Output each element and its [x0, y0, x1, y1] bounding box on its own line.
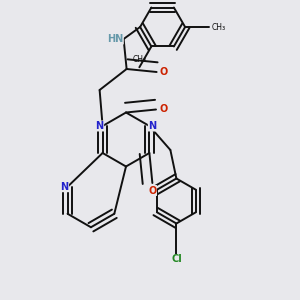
Text: N: N	[148, 121, 156, 131]
Text: N: N	[96, 121, 104, 131]
Text: CH₃: CH₃	[132, 55, 146, 64]
Text: O: O	[160, 67, 168, 77]
Text: HN: HN	[107, 34, 123, 44]
Text: Cl: Cl	[171, 254, 182, 265]
Text: O: O	[159, 104, 168, 115]
Text: CH₃: CH₃	[212, 22, 226, 32]
Text: O: O	[148, 185, 157, 196]
Text: N: N	[61, 182, 69, 192]
